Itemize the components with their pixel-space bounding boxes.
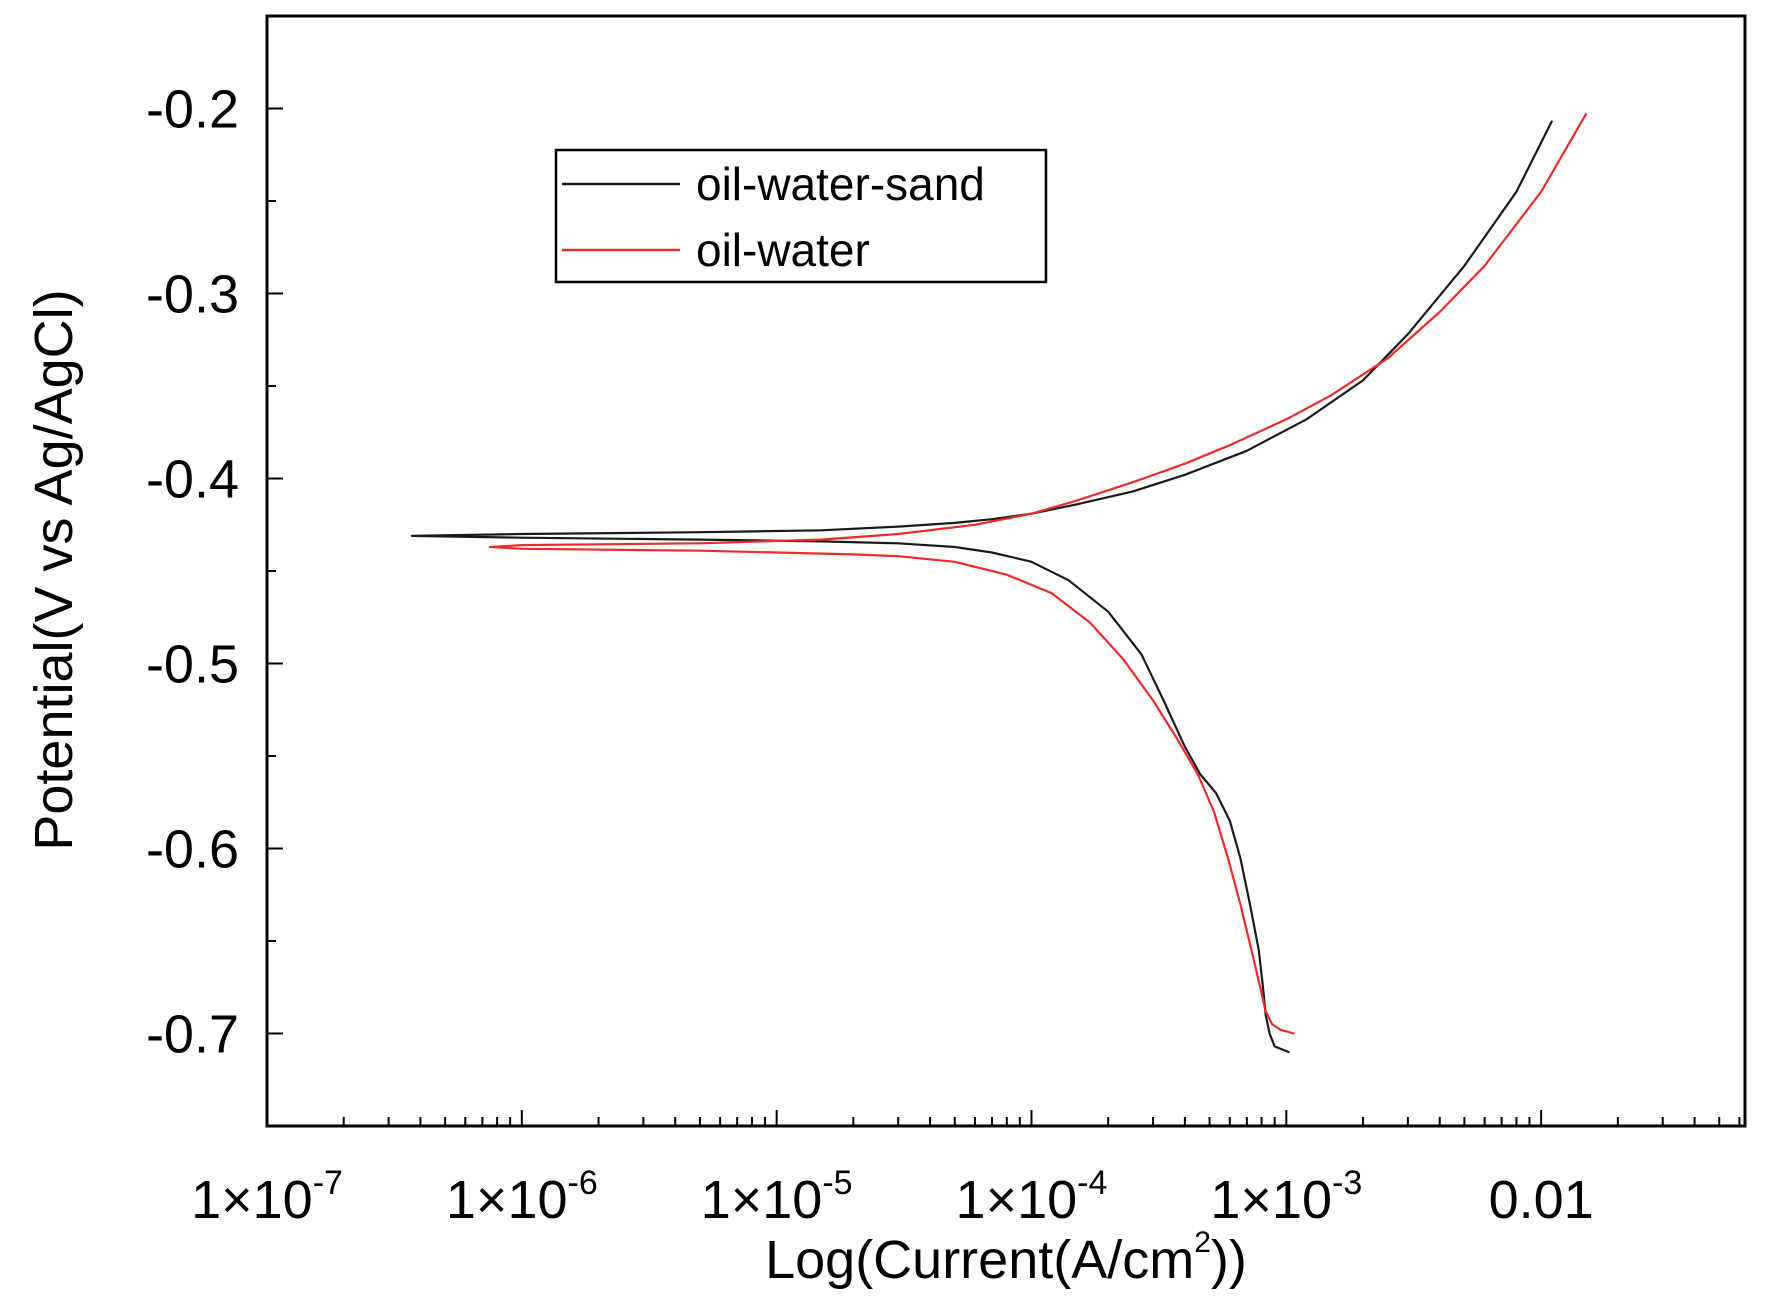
- x-tick-label: 1×10-4: [956, 1164, 1108, 1230]
- y-tick-label: -0.7: [146, 1005, 239, 1065]
- y-tick-label: -0.5: [146, 635, 239, 695]
- y-tick-label: -0.3: [146, 265, 239, 325]
- legend-label-oil-water: oil-water: [696, 224, 870, 276]
- x-tick-label: 0.01: [1489, 1170, 1594, 1230]
- x-tick-label: 1×10-7: [191, 1164, 343, 1230]
- x-tick-mantissa: 1×10: [1210, 1170, 1332, 1230]
- series-layer: [410, 112, 1588, 1054]
- x-tick-exponent: -6: [568, 1164, 598, 1202]
- x-tick-exponent: -4: [1077, 1164, 1107, 1202]
- legend-box: [554, 148, 1048, 284]
- x-tick-mantissa: 1×10: [191, 1170, 313, 1230]
- x-tick-labels: 1×10-7 1×10-6 1×10-5 1×10-4 1×10-3 0.01: [191, 1164, 1594, 1230]
- x-tick-mantissa: 0.01: [1489, 1170, 1594, 1230]
- x-tick-exponent: -3: [1332, 1164, 1362, 1202]
- y-tick-label: -0.2: [146, 80, 239, 140]
- legend: oil-water-sand oil-water: [554, 148, 1048, 284]
- x-axis-title: Log(Current(A/cm2)): [765, 1226, 1247, 1290]
- legend-label-oil-water-sand: oil-water-sand: [696, 158, 985, 210]
- series-line-oil-water-sand: [410, 120, 1553, 1054]
- x-tick-label: 1×10-6: [446, 1164, 598, 1230]
- series-line-oil-water: [488, 112, 1588, 1035]
- x-axis-title-suffix: )): [1211, 1230, 1247, 1290]
- axis-ticks: [266, 15, 1741, 1127]
- x-tick-label: 1×10-3: [1210, 1164, 1362, 1230]
- x-axis-title-main: Log(Current(A/cm: [765, 1230, 1194, 1290]
- y-tick-labels: -0.2 -0.3 -0.4 -0.5 -0.6 -0.7: [146, 80, 239, 1065]
- x-axis-title-superscript: 2: [1194, 1226, 1211, 1259]
- y-axis-title: Potential(V vs Ag/AgCl): [24, 289, 84, 850]
- y-tick-label: -0.6: [146, 820, 239, 880]
- x-tick-exponent: -7: [313, 1164, 343, 1202]
- x-tick-label: 1×10-5: [701, 1164, 853, 1230]
- y-tick-label: -0.4: [146, 450, 239, 510]
- x-tick-mantissa: 1×10: [446, 1170, 568, 1230]
- x-tick-exponent: -5: [822, 1164, 852, 1202]
- x-tick-mantissa: 1×10: [701, 1170, 823, 1230]
- x-tick-mantissa: 1×10: [956, 1170, 1078, 1230]
